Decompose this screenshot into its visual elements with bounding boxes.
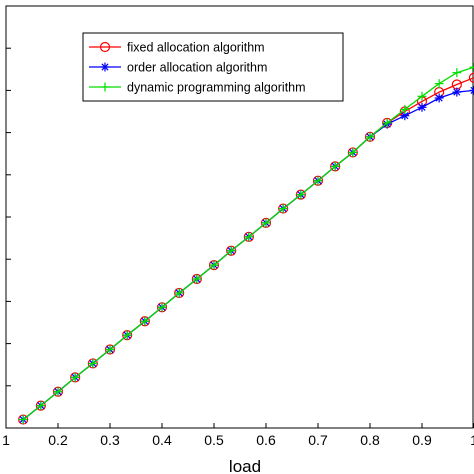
data-point <box>70 372 80 382</box>
x-tick-label: 0.6 <box>256 432 276 448</box>
data-point <box>417 102 427 112</box>
data-point <box>452 87 462 97</box>
data-point <box>330 161 340 171</box>
data-point <box>105 345 115 355</box>
data-point <box>122 330 132 340</box>
plot-area <box>5 5 474 429</box>
legend-marker <box>100 62 110 72</box>
series-1 <box>18 72 474 425</box>
data-point <box>278 204 288 214</box>
legend-marker <box>99 41 111 53</box>
data-point <box>18 415 28 425</box>
data-point <box>417 91 427 101</box>
data-point <box>296 190 306 200</box>
data-point <box>382 118 392 128</box>
data-point <box>452 68 462 78</box>
x-tick-label: 0.7 <box>308 432 328 448</box>
x-tick-label: 0.8 <box>360 432 380 448</box>
data-point <box>469 62 474 72</box>
data-point <box>226 246 236 256</box>
data-point <box>434 93 444 103</box>
legend: fixed allocation algorithm order allocati… <box>82 32 344 102</box>
x-tick-label: 0.9 <box>412 432 432 448</box>
data-point <box>53 387 63 397</box>
series-line <box>22 66 474 421</box>
legend-label: dynamic programming algorithm <box>127 81 306 95</box>
data-point <box>434 79 444 89</box>
data-point <box>400 104 410 114</box>
data-point <box>261 218 271 228</box>
series-3 <box>18 62 474 425</box>
data-point <box>157 302 167 312</box>
series-2 <box>18 85 474 425</box>
legend-marker <box>100 82 110 92</box>
x-tick-label: 0.2 <box>48 432 68 448</box>
x-tick-label: 0.5 <box>204 432 224 448</box>
legend-label: order allocation algorithm <box>127 61 267 75</box>
legend-label: fixed allocation algorithm <box>127 41 265 55</box>
legend-item: fixed allocation algorithm <box>89 41 265 55</box>
x-tick-label: 1 <box>470 432 474 448</box>
data-point <box>88 358 98 368</box>
data-point <box>313 176 323 186</box>
legend-box <box>82 32 344 102</box>
legend-item: dynamic programming algorithm <box>89 81 306 95</box>
data-point <box>469 85 474 95</box>
data-point <box>209 260 219 270</box>
data-point <box>348 147 358 157</box>
data-point <box>140 316 150 326</box>
data-point <box>192 274 202 284</box>
series-line <box>22 89 474 421</box>
legend-item: order allocation algorithm <box>89 61 267 75</box>
data-point <box>36 401 46 411</box>
x-tick-label: 1 <box>2 432 10 448</box>
x-tick-label: 0.4 <box>152 432 172 448</box>
data-point <box>365 132 375 142</box>
x-tick-label: 0.3 <box>100 432 120 448</box>
data-point <box>244 232 254 242</box>
x-axis: 1 0.2 0.3 0.4 0.5 0.6 0.7 0.8 0.9 1 <box>2 423 474 448</box>
data-point <box>468 72 474 83</box>
x-axis-label: load <box>229 457 261 474</box>
data-point <box>174 288 184 298</box>
series-line <box>22 77 474 421</box>
